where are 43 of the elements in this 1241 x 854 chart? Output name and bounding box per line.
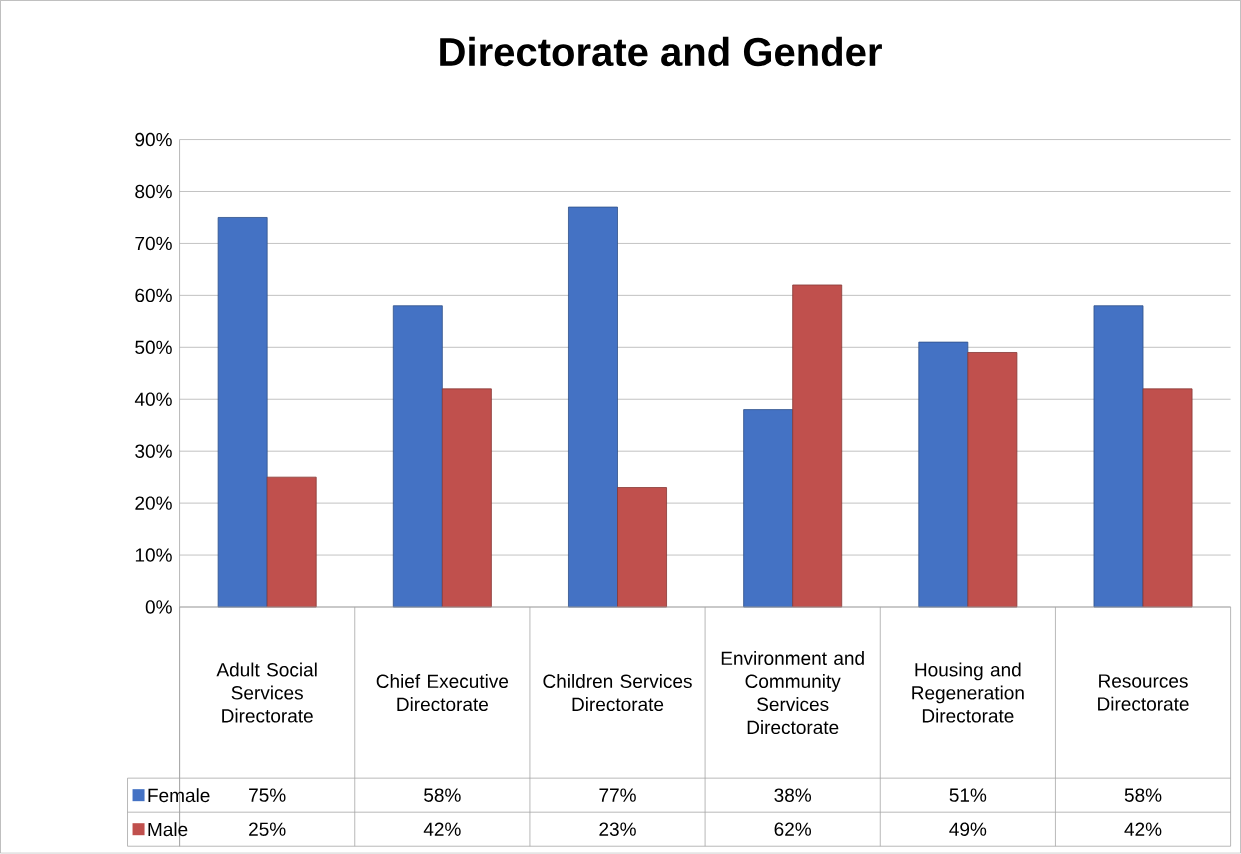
y-tick-label: 90% (135, 133, 172, 147)
data-label: 38% (774, 788, 812, 803)
y-tick-label: 50% (135, 340, 172, 355)
bar (792, 284, 843, 608)
bar (568, 206, 618, 608)
chart-title: Directorate and Gender (440, 36, 882, 67)
y-tick-label: 40% (134, 392, 172, 407)
x-tick-label: Children Services Directorate (543, 674, 692, 712)
bar (1142, 388, 1193, 608)
legend-label: Female (148, 788, 210, 803)
data-label: 25% (249, 822, 286, 837)
bar (1093, 305, 1144, 608)
data-label: 42% (423, 822, 461, 837)
bar (743, 409, 794, 608)
data-label: 77% (599, 788, 636, 803)
data-label: 51% (949, 788, 987, 803)
x-tick-label: Adult Social Services Directorate (216, 662, 317, 723)
legend-label: Male (148, 822, 188, 837)
y-tick-label: 70% (135, 236, 172, 251)
y-tick-label: 20% (135, 496, 172, 511)
y-tick-label: 30% (135, 444, 172, 459)
bar (392, 305, 443, 608)
y-tick-label: 10% (135, 548, 172, 562)
data-label: 23% (599, 822, 636, 837)
x-tick-label: Chief Executive Directorate (376, 674, 509, 712)
y-tick-label: 0% (145, 600, 172, 614)
data-label: 62% (774, 822, 812, 837)
data-label: 42% (1124, 822, 1162, 837)
y-tick-label: 60% (135, 288, 172, 303)
bar (266, 476, 317, 608)
x-tick-label: Environment and Community Services Directorate (721, 651, 864, 735)
data-label: 49% (949, 822, 987, 837)
bar (217, 217, 268, 608)
bar (967, 352, 1018, 608)
bar (918, 341, 969, 608)
x-tick-label: Housing and Regeneration Directorate (912, 662, 1024, 723)
bar (441, 388, 492, 608)
data-label: 58% (424, 788, 461, 803)
x-tick-label: Resources Directorate (1098, 674, 1189, 711)
data-label: 58% (1124, 788, 1162, 803)
bar (617, 487, 667, 608)
data-label: 75% (249, 788, 286, 803)
y-tick-label: 80% (135, 184, 172, 199)
